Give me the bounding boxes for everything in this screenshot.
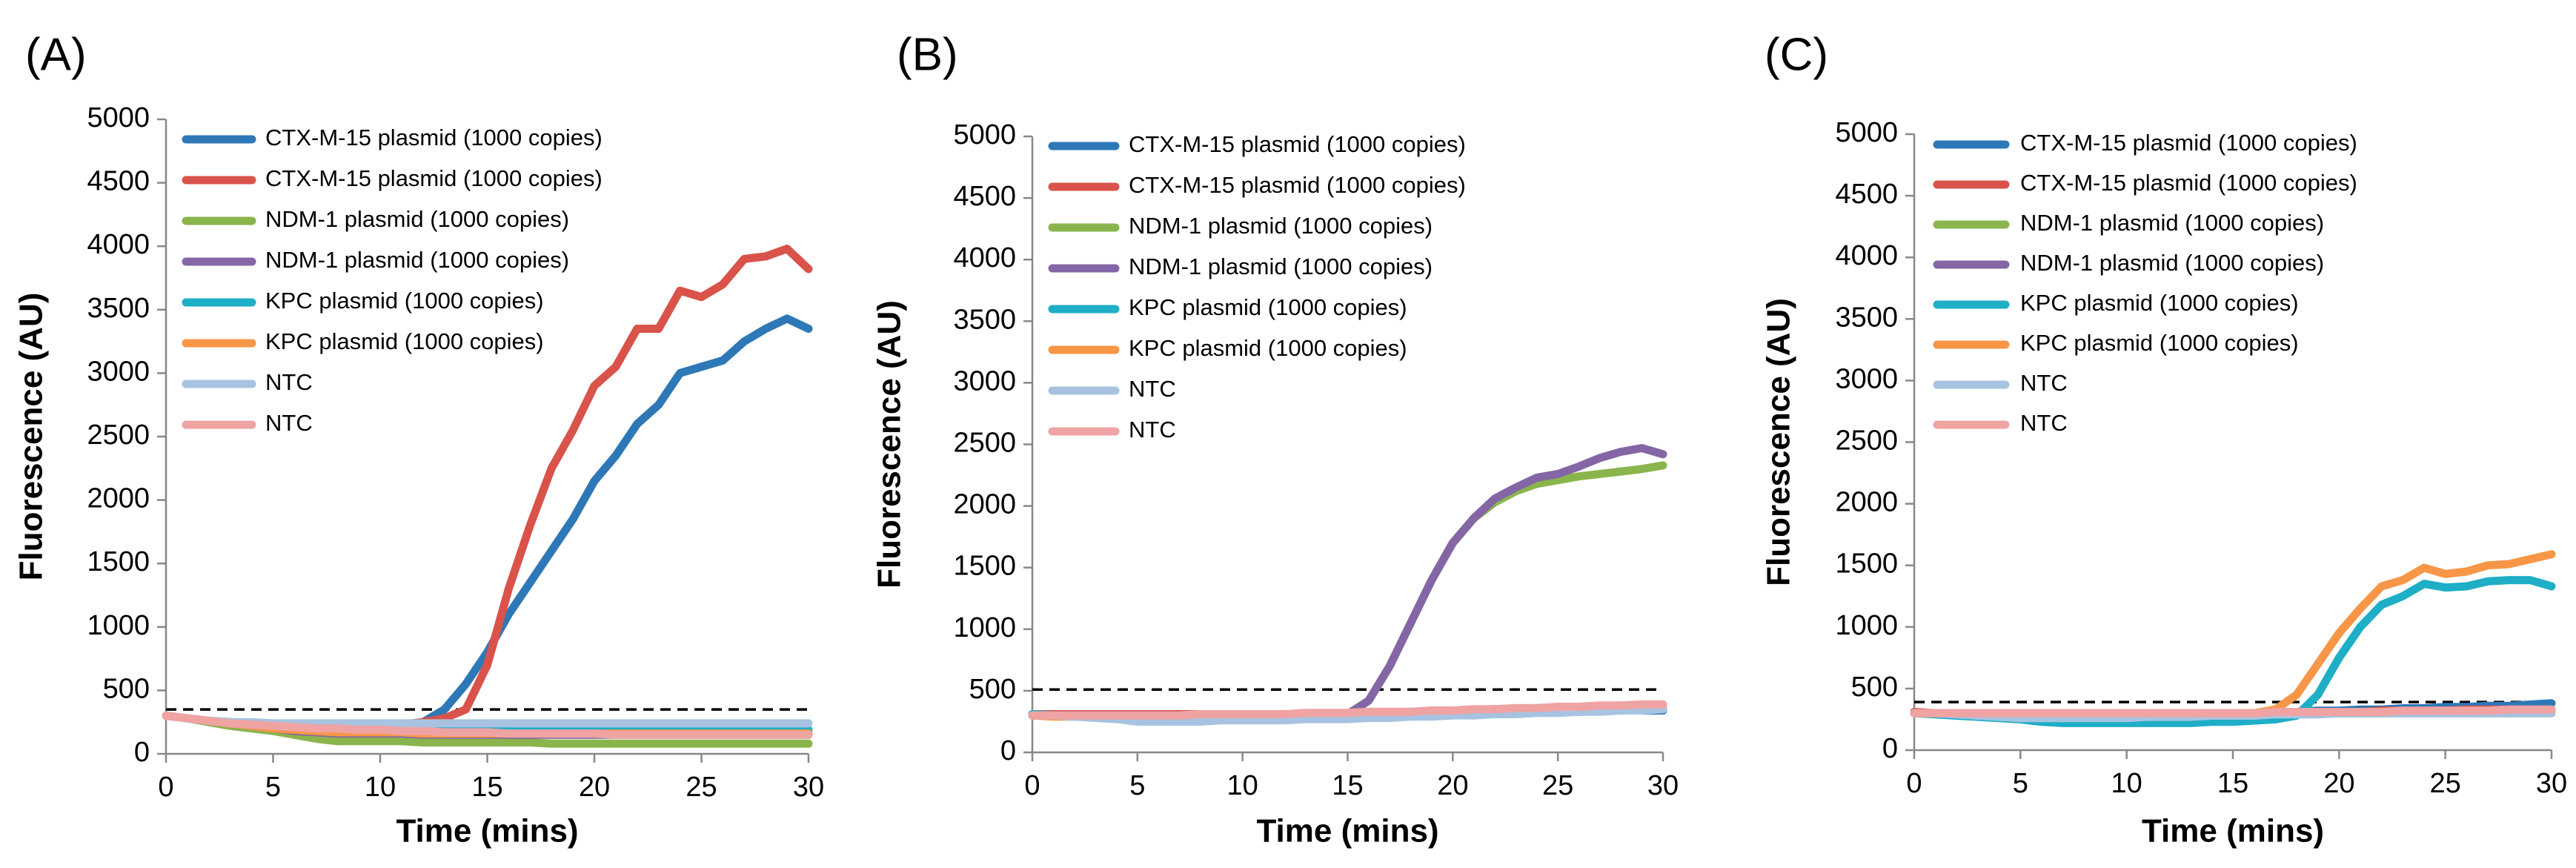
legend-label: KPC plasmid (1000 copies) [2020,330,2299,356]
y-tick-label: 4000 [1835,240,1898,271]
y-tick-label: 0 [1000,735,1016,766]
x-axis-title: Time (mins) [2142,813,2324,849]
series-line [162,712,813,739]
y-tick-label: 0 [1882,733,1898,764]
x-tick-label: 30 [793,772,824,803]
legend-label: NTC [265,369,313,395]
x-tick-label: 30 [2536,768,2567,799]
x-tick-label: 20 [2323,768,2354,799]
x-tick-label: 10 [2111,768,2142,799]
y-tick-label: 4500 [1835,179,1898,210]
legend-label: NTC [2020,410,2068,436]
y-tick-label: 5000 [87,102,150,133]
y-tick-label: 2500 [87,420,150,451]
legend-label: NDM-1 plasmid (1000 copies) [1129,254,1433,279]
x-tick-label: 10 [365,772,396,803]
x-tick-label: 5 [2013,768,2028,799]
x-axis-title: Time (mins) [1256,813,1438,849]
x-tick-label: 0 [158,772,173,803]
series-line [1910,705,2556,718]
x-tick-label: 15 [1332,770,1363,801]
legend-label: KPC plasmid (1000 copies) [2020,290,2299,316]
y-tick-label: 1500 [87,546,150,577]
y-tick-label: 500 [103,673,150,704]
x-tick-label: 5 [1129,770,1145,801]
series-line [1028,461,1667,720]
legend-label: CTX-M-15 plasmid (1000 copies) [1129,131,1466,157]
x-tick-label: 0 [1906,768,1922,799]
y-tick-label: 3000 [953,365,1016,397]
legend-label: KPC plasmid (1000 copies) [1129,335,1407,361]
x-axis-title: Time (mins) [396,813,578,849]
y-tick-label: 3500 [87,293,150,324]
y-tick-label: 3000 [87,356,150,387]
y-tick-label: 1000 [953,612,1016,643]
y-tick-label: 4500 [953,181,1016,212]
legend-label: CTX-M-15 plasmid (1000 copies) [1129,172,1466,198]
x-tick-label: 20 [579,772,610,803]
legend-label: KPC plasmid (1000 copies) [265,288,544,314]
legend-label: NDM-1 plasmid (1000 copies) [2020,250,2324,276]
legend-label: NTC [265,410,313,436]
y-tick-label: 2500 [1835,425,1898,457]
series-line [162,245,813,732]
legend-label: NTC [1129,376,1176,402]
y-axis-title: Fluorescence (AU) [1761,298,1797,586]
legend-label: CTX-M-15 plasmid (1000 copies) [265,125,602,150]
series-line [1910,550,2556,718]
panel-label: (A) [25,29,87,80]
y-tick-label: 0 [134,737,150,768]
y-tick-label: 5000 [1835,117,1898,148]
series-line [1028,444,1667,720]
panel-label: (B) [897,29,958,80]
legend-label: CTX-M-15 plasmid (1000 copies) [2020,170,2357,196]
y-tick-label: 500 [969,674,1016,705]
x-tick-label: 15 [471,772,502,803]
x-tick-label: 15 [2217,768,2248,799]
y-tick-label: 3500 [953,304,1016,335]
y-tick-label: 5000 [953,119,1016,150]
y-tick-label: 3500 [1835,302,1898,333]
y-tick-label: 1500 [953,551,1016,582]
y-tick-label: 2000 [87,483,150,514]
legend-label: NTC [2020,370,2068,396]
legend-label: CTX-M-15 plasmid (1000 copies) [265,165,602,191]
y-tick-label: 500 [1851,672,1898,703]
y-axis-title: Fluorescence (AU) [13,293,50,581]
series-line [1028,705,1667,726]
legend-label: NTC [1129,417,1176,443]
y-tick-label: 4000 [87,229,150,260]
legend-label: NDM-1 plasmid (1000 copies) [1129,213,1433,239]
y-tick-label: 4500 [87,166,150,197]
x-tick-label: 10 [1227,770,1258,801]
y-tick-label: 1500 [1835,549,1898,580]
x-tick-label: 25 [1542,770,1573,801]
legend-label: NDM-1 plasmid (1000 copies) [265,206,569,232]
y-tick-label: 4000 [953,242,1016,274]
legend-label: NDM-1 plasmid (1000 copies) [265,247,569,273]
y-tick-label: 1000 [1835,610,1898,641]
y-tick-label: 3000 [1835,363,1898,394]
x-tick-label: 0 [1024,770,1040,801]
x-tick-label: 25 [686,772,717,803]
y-tick-label: 2000 [953,489,1016,520]
panel-label: (C) [1765,29,1828,80]
x-tick-label: 5 [265,772,281,803]
legend-label: KPC plasmid (1000 copies) [265,328,544,354]
legend-label: CTX-M-15 plasmid (1000 copies) [2020,130,2357,156]
y-axis-title: Fluorescence (AU) [872,300,908,589]
series-line [1028,700,1667,720]
legend-label: KPC plasmid (1000 copies) [1129,294,1407,320]
y-tick-label: 1000 [87,610,150,641]
x-tick-label: 20 [1437,770,1468,801]
x-tick-label: 30 [1647,770,1679,801]
legend-label: NDM-1 plasmid (1000 copies) [2020,210,2324,236]
y-tick-label: 2500 [953,428,1016,459]
x-tick-label: 25 [2430,768,2461,799]
y-tick-label: 2000 [1835,487,1898,518]
